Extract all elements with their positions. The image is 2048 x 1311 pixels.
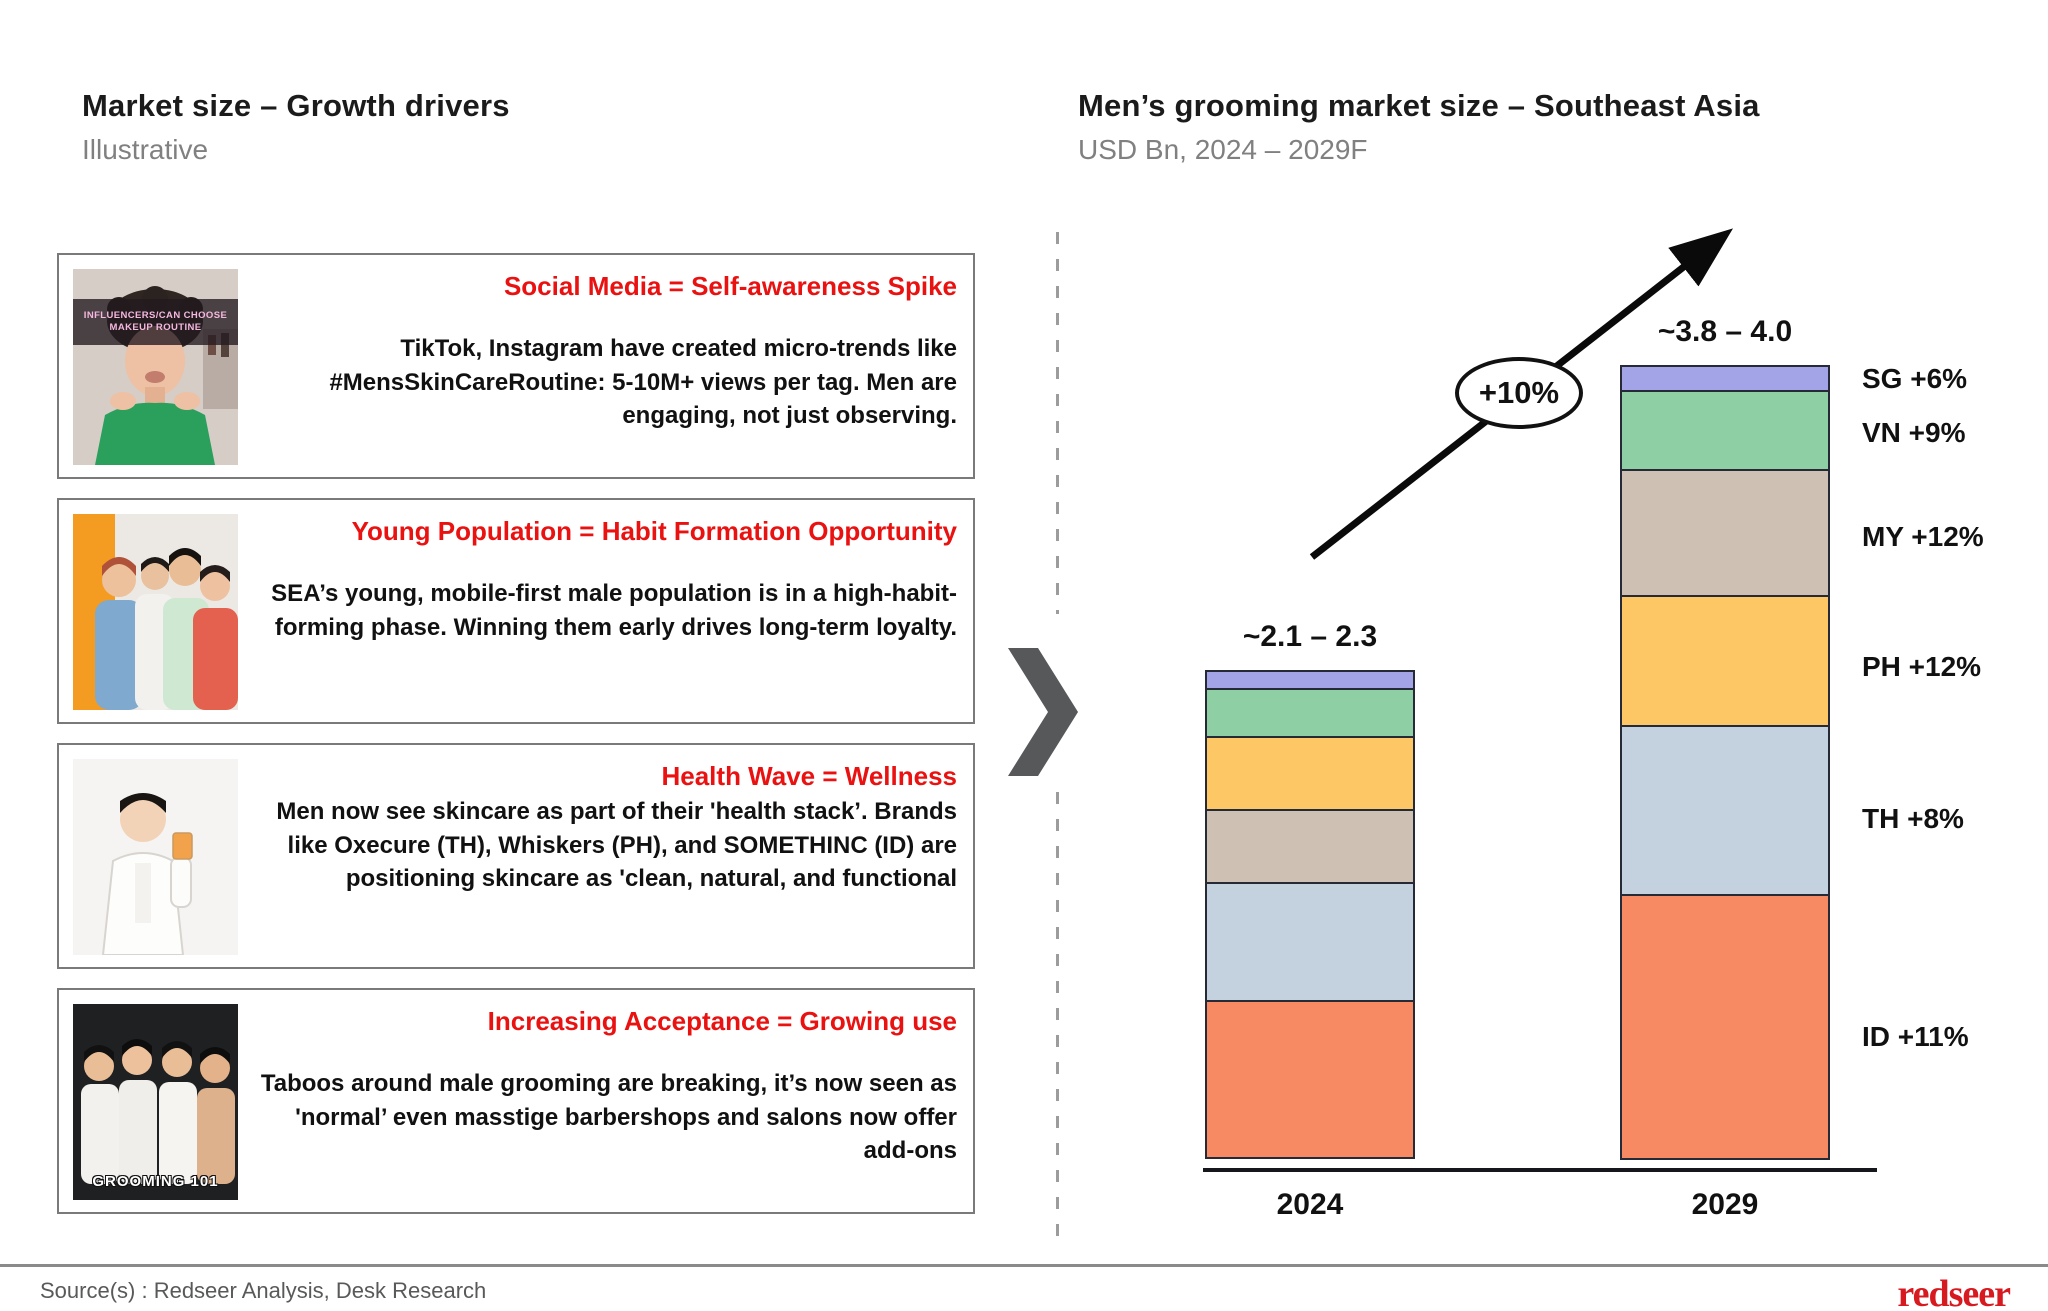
bar-segment-2024-vn <box>1205 688 1415 738</box>
driver-body: TikTok, Instagram have created micro-tre… <box>329 335 957 430</box>
driver-text-social-media: Social Media = Self-awareness Spike TikT… <box>259 271 957 467</box>
left-panel-title: Market size – Growth drivers <box>82 88 510 123</box>
bar-category-label-2029: 2029 <box>1691 1188 1759 1221</box>
grooming-photo-illustration <box>73 1004 238 1200</box>
country-growth-label-id: ID +11% <box>1862 1021 1969 1052</box>
growth-badge: +10% <box>1455 357 1583 429</box>
right-panel-header: Men’s grooming market size – Southeast A… <box>1078 88 1760 166</box>
driver-body: Men now see skincare as part of their 'h… <box>276 798 957 893</box>
bar-segment-2024-sg <box>1205 670 1415 690</box>
x-axis-line <box>1203 1168 1877 1172</box>
footer-divider <box>0 1264 2048 1267</box>
source-text: Source(s) : Redseer Analysis, Desk Resea… <box>40 1278 487 1303</box>
country-growth-label-ph: PH +12% <box>1862 651 1982 682</box>
stacked-bar-2029 <box>1620 365 1830 1170</box>
wellness-photo-illustration <box>73 759 238 955</box>
driver-thumbnail-influencer: INFLUENCERS/CAN CHOOSE MAKEUP ROUTINE <box>73 269 238 465</box>
driver-body: SEA’s young, mobile-first male populatio… <box>271 580 957 641</box>
country-growth-label-th: TH +8% <box>1862 802 1964 834</box>
driver-text-acceptance: Increasing Acceptance = Growing use Tabo… <box>259 1006 957 1202</box>
right-panel-subtitle: USD Bn, 2024 – 2029F <box>1078 134 1368 165</box>
grooming-101-caption: GROOMING 101 <box>92 1173 219 1190</box>
country-growth-label-sg: SG +6% <box>1862 362 1968 394</box>
driver-heading: Health Wave = Wellness <box>661 761 957 791</box>
driver-thumbnail-wellness <box>73 759 238 955</box>
country-growth-label-vn: VN +9% <box>1862 416 1966 448</box>
driver-heading: Social Media = Self-awareness Spike <box>503 271 957 301</box>
redseer-logo: redseer <box>1897 1273 2011 1311</box>
growth-driver-card-young-population: Young Population = Habit Formation Oppor… <box>57 498 975 724</box>
country-growth-label-my: MY +12% <box>1862 521 1984 552</box>
bar-segment-2024-th <box>1205 882 1415 1002</box>
driver-text-young-population: Young Population = Habit Formation Oppor… <box>259 516 957 712</box>
driver-thumbnail-grooming: GROOMING 101 <box>73 1004 238 1200</box>
stacked-bar-2024 <box>1205 670 1415 1170</box>
bar-segment-2029-ph <box>1620 595 1830 727</box>
growth-driver-card-social-media: INFLUENCERS/CAN CHOOSE MAKEUP ROUTINE So… <box>57 253 975 479</box>
influencer-photo-illustration <box>73 269 238 465</box>
bar-segment-2024-ph <box>1205 736 1415 811</box>
growth-driver-card-acceptance: GROOMING 101 Increasing Acceptance = Gro… <box>57 988 975 1214</box>
bar-segment-2024-my <box>1205 809 1415 884</box>
bar-segment-2024-id <box>1205 1000 1415 1159</box>
left-panel-subtitle: Illustrative <box>82 134 209 165</box>
bar-segment-2029-th <box>1620 725 1830 896</box>
driver-heading: Young Population = Habit Formation Oppor… <box>351 516 957 546</box>
bar-category-label-2024: 2024 <box>1276 1188 1344 1221</box>
growth-driver-card-health-wave: Health Wave = Wellness Men now see skinc… <box>57 743 975 969</box>
driver-heading: Increasing Acceptance = Growing use <box>487 1006 957 1036</box>
panel-divider-dashed-bottom <box>1056 792 1059 1236</box>
young-group-photo-illustration <box>73 514 238 710</box>
bar-total-label-2029: ~3.8 – 4.0 <box>1657 315 1793 348</box>
driver-thumbnail-young-group <box>73 514 238 710</box>
panel-divider-dashed-top <box>1056 232 1059 614</box>
driver-body: Taboos around male grooming are breaking… <box>260 1070 957 1165</box>
right-panel-title: Men’s grooming market size – Southeast A… <box>1078 88 1760 123</box>
influencer-video-caption: INFLUENCERS/CAN CHOOSE MAKEUP ROUTINE <box>83 310 228 333</box>
bar-total-label-2024: ~2.1 – 2.3 <box>1242 620 1378 653</box>
driver-text-health-wave: Health Wave = Wellness Men now see skinc… <box>259 761 957 957</box>
bar-segment-2029-id <box>1620 894 1830 1160</box>
left-panel-header: Market size – Growth drivers Illustrativ… <box>82 88 510 166</box>
chevron-right-icon <box>1008 648 1078 776</box>
